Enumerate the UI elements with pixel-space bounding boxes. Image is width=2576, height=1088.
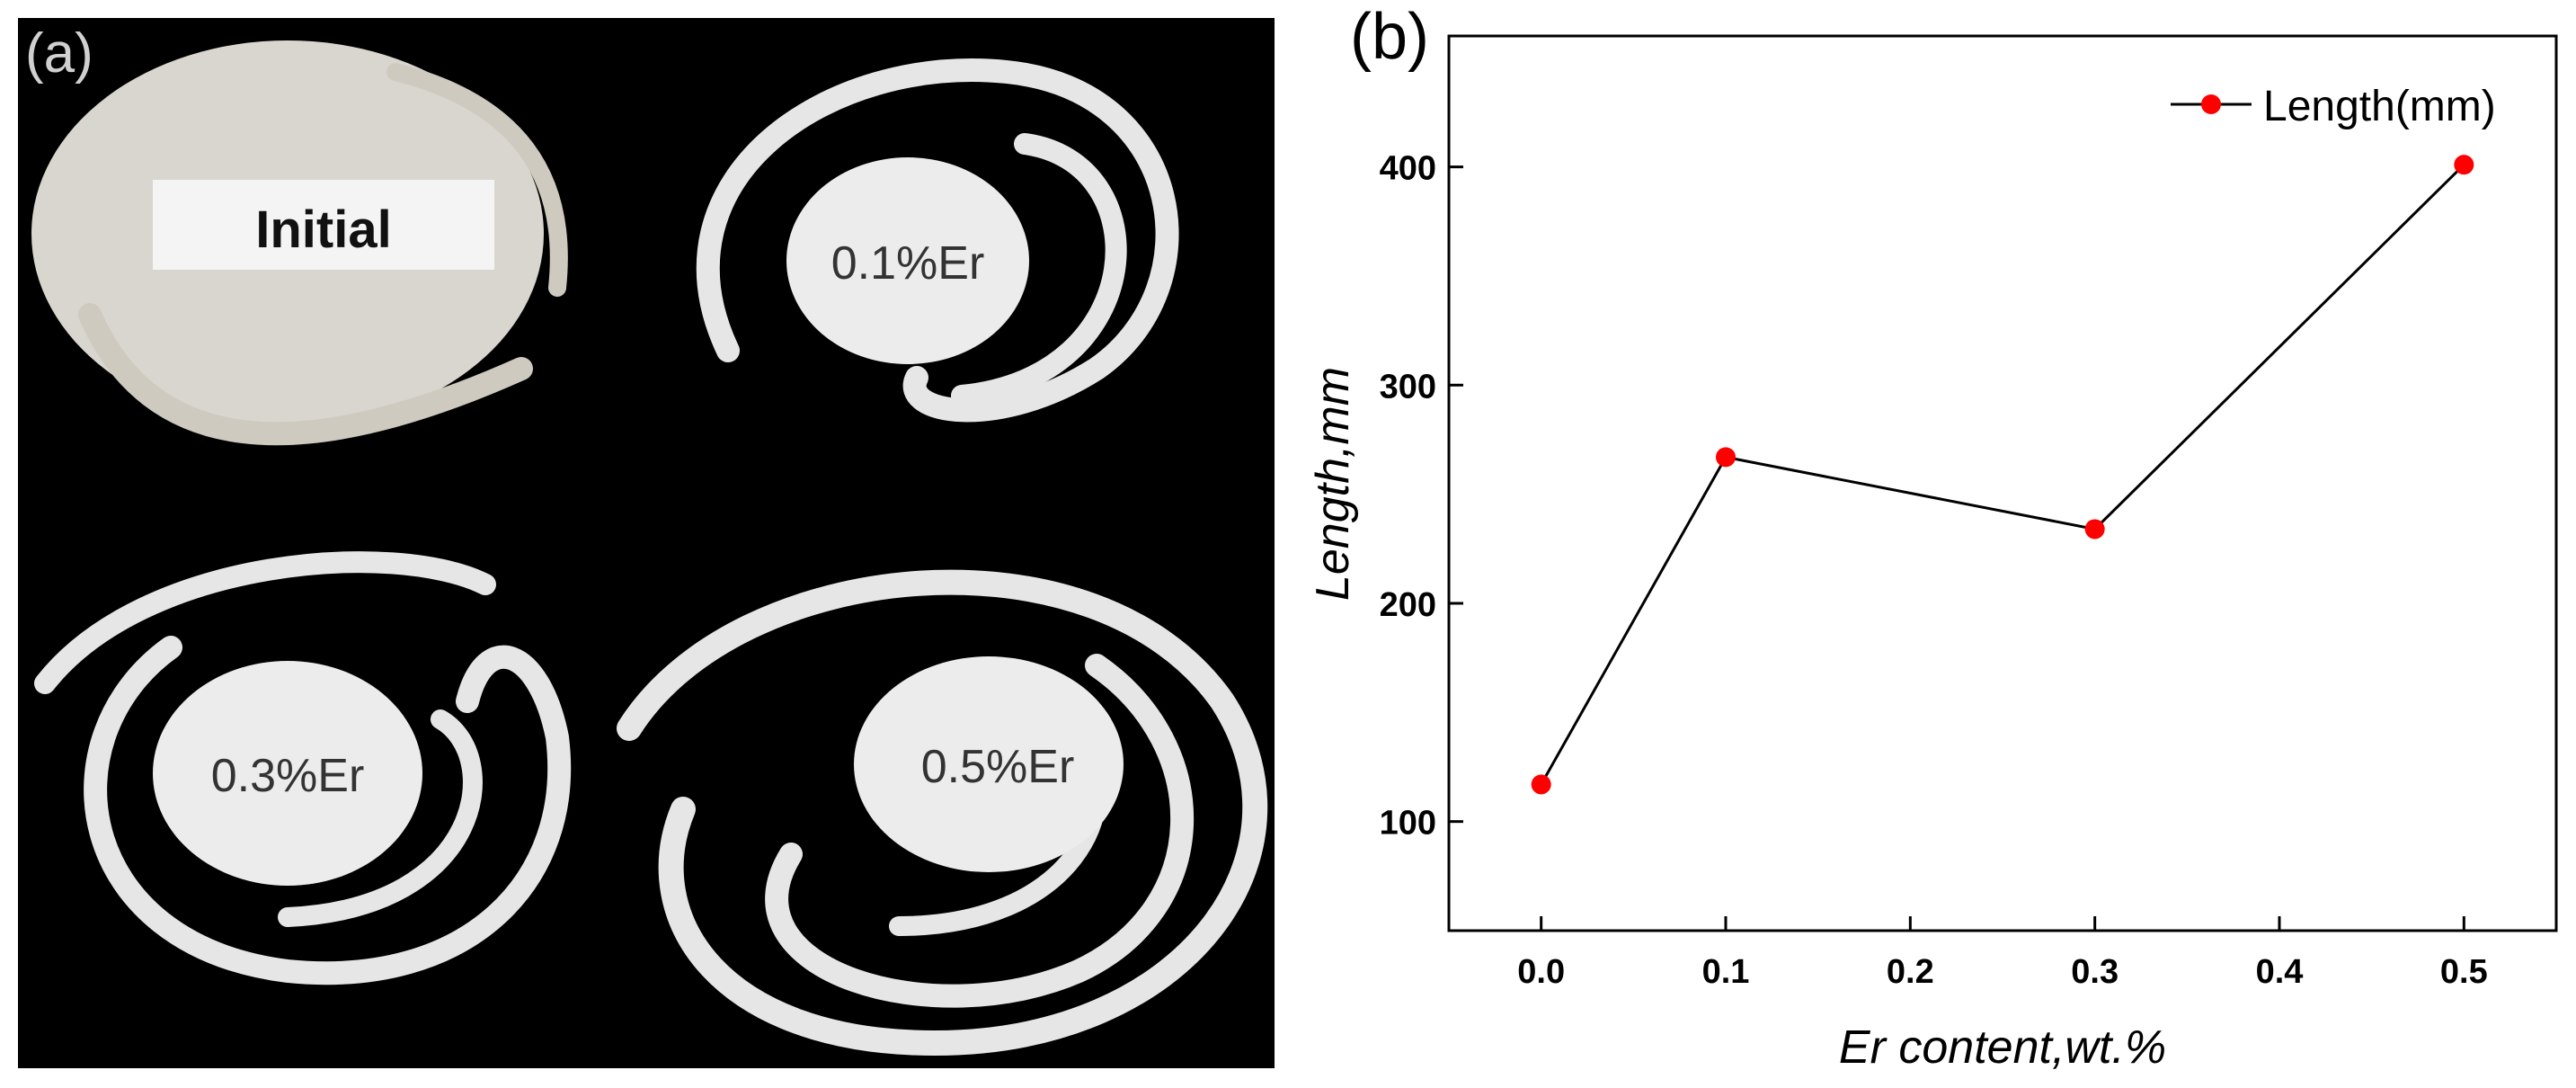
sample-initial-spiral-arm bbox=[78, 303, 533, 446]
y-tick-label: 300 bbox=[1380, 368, 1436, 406]
sample-0-5er: 0.5%Er bbox=[617, 569, 1268, 1057]
length-vs-er-chart: (b) 100 200 300 400 0.0 0.1 0.2 0.3 0.4 0.5 Leng… bbox=[1307, 1, 2558, 1074]
x-tick-label: 0.5 bbox=[2440, 953, 2488, 991]
panel-b-label: (b) bbox=[1350, 1, 1429, 73]
data-point bbox=[2084, 519, 2105, 540]
y-axis-title: Length,mm bbox=[1307, 367, 1359, 601]
sample-initial-label-card bbox=[153, 180, 494, 270]
spiral-samples-photo: Initial 0.1%Er 0.3%Er 0.5%Er (a) bbox=[18, 18, 1275, 1068]
sample-0-3er-label: 0.3%Er bbox=[211, 750, 365, 802]
legend-marker bbox=[2201, 94, 2221, 114]
x-axis-ticks: 0.0 0.1 0.2 0.3 0.4 0.5 bbox=[1517, 916, 2488, 991]
sample-0-3er-outer-arm bbox=[34, 551, 496, 694]
series-line-length bbox=[1540, 164, 2465, 786]
sample-0-5er-outer-arm bbox=[617, 569, 1268, 1057]
sample-0-1er-outer-arm bbox=[696, 58, 1179, 423]
sample-0-3er-inner-arm bbox=[278, 709, 483, 927]
legend: Length(mm) bbox=[2171, 83, 2496, 130]
x-tick-label: 0.0 bbox=[1517, 953, 1565, 991]
sample-0-1er: 0.1%Er bbox=[696, 58, 1179, 423]
sample-0-1er-label: 0.1%Er bbox=[831, 237, 985, 290]
legend-label: Length(mm) bbox=[2263, 83, 2496, 130]
sample-0-3er-disc bbox=[153, 661, 422, 886]
x-axis-title: Er content,wt.% bbox=[1839, 1021, 2166, 1074]
x-tick-label: 0.3 bbox=[2071, 953, 2119, 991]
y-tick-label: 100 bbox=[1380, 805, 1436, 843]
sample-initial: Initial bbox=[31, 40, 568, 446]
sample-0-1er-disc bbox=[786, 157, 1029, 364]
data-point bbox=[2454, 155, 2474, 175]
sample-initial-label: Initial bbox=[255, 201, 391, 259]
sample-0-5er-mid-arm bbox=[765, 654, 1195, 1008]
plot-frame bbox=[1447, 34, 2558, 932]
photo-panel: Initial 0.1%Er 0.3%Er 0.5%Er (a) bbox=[18, 18, 1275, 1068]
x-tick-label: 0.1 bbox=[1702, 953, 1750, 991]
x-tick-label: 0.2 bbox=[1887, 953, 1934, 991]
y-axis-ticks: 100 200 300 400 bbox=[1380, 150, 1463, 843]
sample-0-3er: 0.3%Er bbox=[34, 551, 572, 985]
data-point bbox=[1531, 774, 1551, 795]
data-point bbox=[1716, 447, 1736, 468]
y-tick-label: 400 bbox=[1380, 150, 1436, 188]
sample-initial-spiral-arm-outer bbox=[386, 63, 568, 297]
chart-panel: (b) 100 200 300 400 0.0 0.1 0.2 0.3 0.4 0.5 Leng… bbox=[1294, 0, 2576, 1088]
sample-0-5er-disc bbox=[854, 656, 1124, 872]
x-tick-label: 0.4 bbox=[2256, 953, 2304, 991]
y-tick-label: 200 bbox=[1380, 586, 1436, 624]
panel-a-label: (a) bbox=[25, 22, 93, 85]
sample-0-3er-mid-arm bbox=[84, 636, 572, 985]
sample-0-1er-inner-arm bbox=[951, 133, 1127, 406]
series-points bbox=[1531, 155, 2474, 795]
sample-0-5er-label: 0.5%Er bbox=[921, 741, 1075, 793]
